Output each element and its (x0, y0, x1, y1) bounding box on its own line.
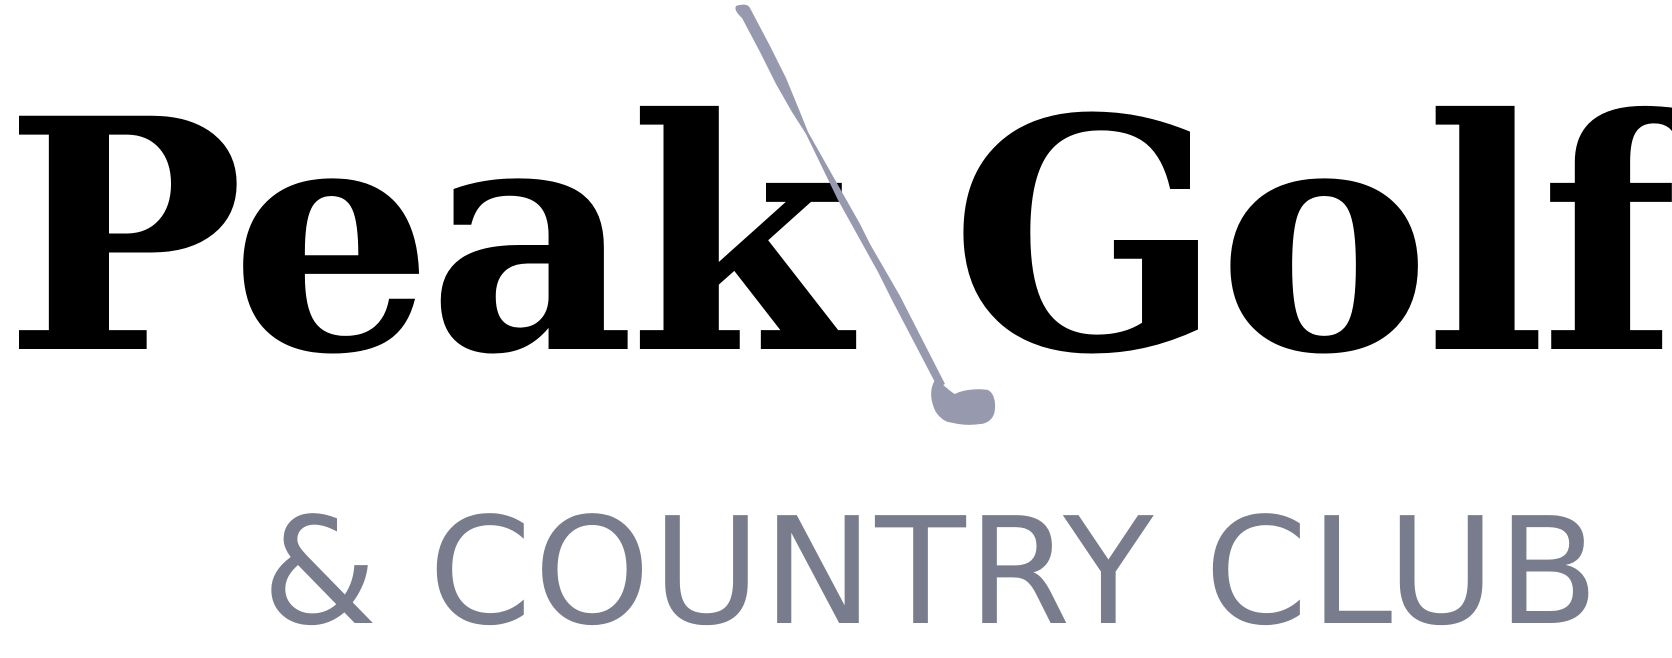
golf-club-head (931, 380, 996, 425)
golf-club-shaft (735, 4, 945, 389)
logo-word-golf: Golf (950, 50, 1672, 425)
logo-word-peak: Peak (4, 50, 851, 425)
logo-tagline: & COUNTRY CLUB (262, 486, 1601, 658)
